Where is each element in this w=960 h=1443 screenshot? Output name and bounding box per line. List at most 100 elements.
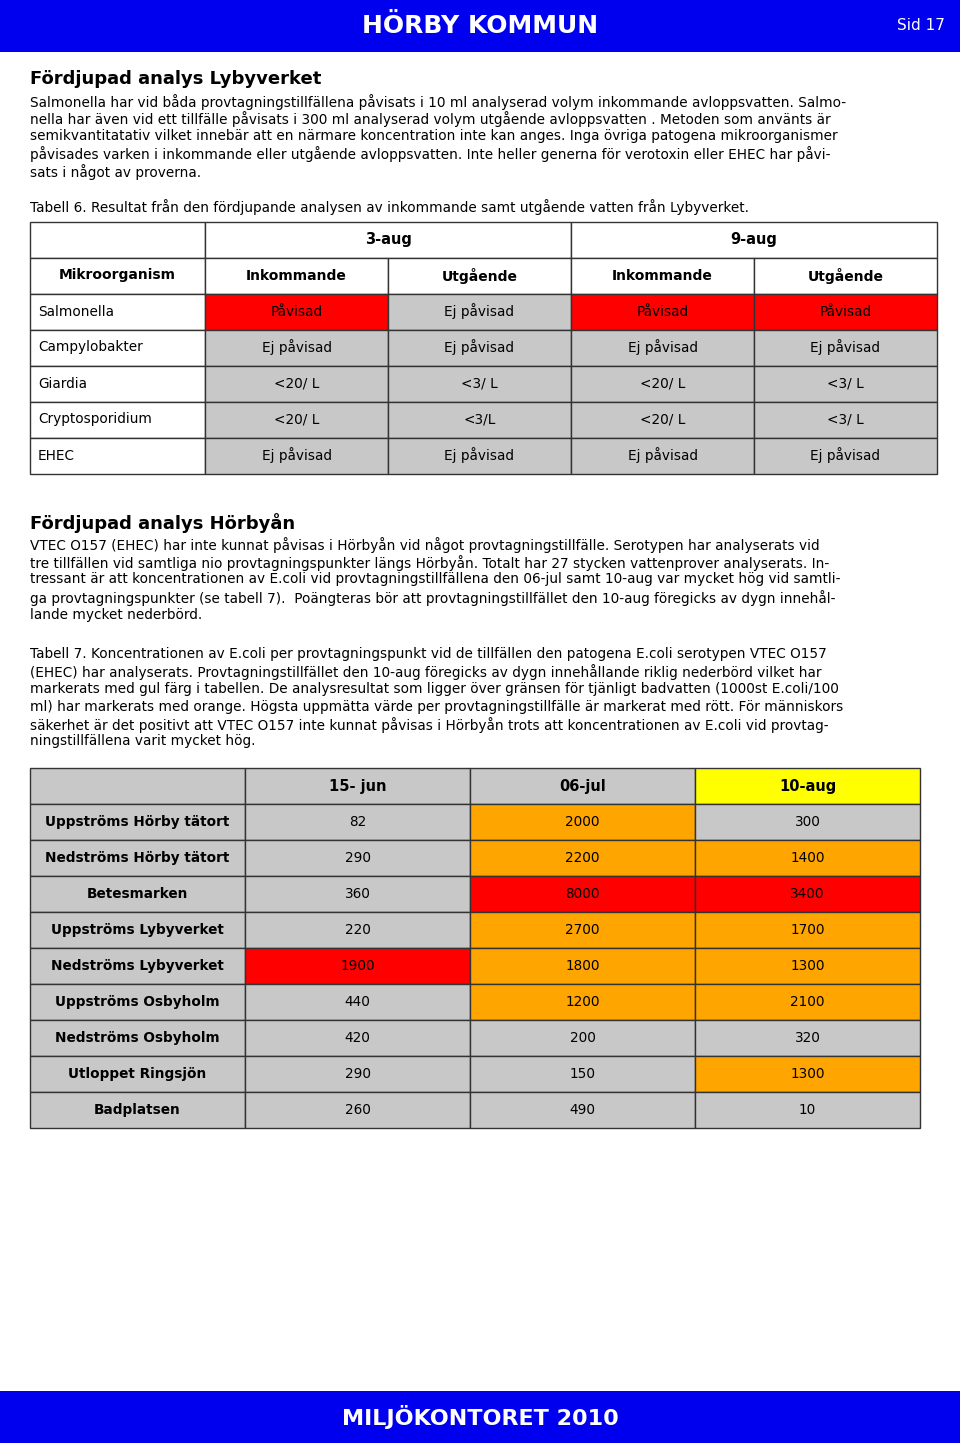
Text: säkerhet är det positivt att VTEC O157 inte kunnat påvisas i Hörbyån trots att k: säkerhet är det positivt att VTEC O157 i…	[30, 717, 828, 733]
Bar	[0, 1391, 960, 1443]
Text: 300: 300	[795, 815, 821, 828]
Text: 1700: 1700	[790, 924, 825, 937]
Text: Tabell 7. Koncentrationen av E.coli per provtagningspunkt vid de tillfällen den : Tabell 7. Koncentrationen av E.coli per …	[30, 646, 827, 661]
Text: påvisades varken i inkommande eller utgående avloppsvatten. Inte heller generna : påvisades varken i inkommande eller utgå…	[30, 147, 830, 163]
Text: Ej påvisad: Ej påvisad	[628, 447, 698, 463]
Text: 82: 82	[348, 815, 366, 828]
Bar	[470, 1092, 695, 1128]
Bar	[245, 876, 470, 912]
Text: 3-aug: 3-aug	[365, 232, 412, 247]
Bar	[754, 401, 937, 437]
Text: 420: 420	[345, 1030, 371, 1045]
Text: 220: 220	[345, 924, 371, 937]
Text: <3/ L: <3/ L	[461, 377, 498, 391]
Text: Inkommande: Inkommande	[612, 268, 713, 283]
Text: Salmonella: Salmonella	[38, 304, 114, 319]
Bar	[571, 329, 754, 365]
Text: ningstillfällena varit mycket hög.: ningstillfällena varit mycket hög.	[30, 734, 255, 749]
Bar	[470, 768, 695, 804]
Bar	[388, 257, 571, 293]
Text: HÖRBY KOMMUN: HÖRBY KOMMUN	[362, 14, 598, 38]
Text: ga provtagningspunkter (se tabell 7).  Poängteras bör att provtagningstillfället: ga provtagningspunkter (se tabell 7). Po…	[30, 590, 835, 606]
Text: 2000: 2000	[565, 815, 600, 828]
Text: <20/ L: <20/ L	[639, 377, 685, 391]
Text: Badplatsen: Badplatsen	[94, 1102, 180, 1117]
Bar	[245, 948, 470, 984]
Text: Tabell 6. Resultat från den fördjupande analysen av inkommande samt utgående vat: Tabell 6. Resultat från den fördjupande …	[30, 199, 749, 215]
Text: Påvisad: Påvisad	[636, 304, 688, 319]
Text: <20/ L: <20/ L	[274, 413, 319, 427]
Text: Nedströms Osbyholm: Nedströms Osbyholm	[55, 1030, 220, 1045]
Text: <20/ L: <20/ L	[274, 377, 319, 391]
Text: semikvantitatativ vilket innebär att en närmare koncentration inte kan anges. In: semikvantitatativ vilket innebär att en …	[30, 128, 838, 143]
Bar	[695, 1092, 920, 1128]
Bar	[30, 876, 245, 912]
Bar	[205, 329, 388, 365]
Text: Campylobakter: Campylobakter	[38, 341, 143, 355]
Bar	[30, 365, 205, 401]
Bar	[388, 401, 571, 437]
Text: Ej påvisad: Ej påvisad	[444, 339, 515, 355]
Text: Nedströms Hörby tätort: Nedströms Hörby tätort	[45, 851, 229, 864]
Bar	[754, 365, 937, 401]
Bar	[30, 437, 205, 473]
Bar	[245, 1020, 470, 1056]
Bar	[205, 437, 388, 473]
Bar	[245, 1056, 470, 1092]
Bar	[695, 840, 920, 876]
Text: <20/ L: <20/ L	[639, 413, 685, 427]
Bar	[470, 804, 695, 840]
Text: 490: 490	[569, 1102, 595, 1117]
Text: MILJÖKONTORET 2010: MILJÖKONTORET 2010	[342, 1405, 618, 1429]
Text: Ej påvisad: Ej påvisad	[628, 339, 698, 355]
Bar	[245, 840, 470, 876]
Text: 2100: 2100	[790, 996, 825, 1009]
Bar	[695, 768, 920, 804]
Bar	[205, 293, 388, 329]
Text: 15- jun: 15- jun	[328, 779, 386, 794]
Bar	[245, 768, 470, 804]
Bar	[30, 1056, 245, 1092]
Text: 360: 360	[345, 887, 371, 900]
Bar	[754, 329, 937, 365]
Bar	[754, 437, 937, 473]
Bar	[571, 365, 754, 401]
Bar	[205, 221, 571, 257]
Text: 3400: 3400	[790, 887, 825, 900]
Text: 2200: 2200	[565, 851, 600, 864]
Bar	[245, 1092, 470, 1128]
Text: 10: 10	[799, 1102, 816, 1117]
Bar	[30, 221, 205, 257]
Bar	[695, 984, 920, 1020]
Text: Giardia: Giardia	[38, 377, 87, 391]
Text: 1300: 1300	[790, 1066, 825, 1081]
Text: tre tillfällen vid samtliga nio provtagningspunkter längs Hörbyån. Totalt har 27: tre tillfällen vid samtliga nio provtagn…	[30, 556, 829, 571]
Bar	[30, 1092, 245, 1128]
Bar	[388, 329, 571, 365]
Text: 150: 150	[569, 1066, 595, 1081]
Text: Utloppet Ringsjön: Utloppet Ringsjön	[68, 1066, 206, 1081]
Text: 1800: 1800	[565, 960, 600, 973]
Bar	[470, 1056, 695, 1092]
Text: 06-jul: 06-jul	[559, 779, 606, 794]
Bar	[205, 401, 388, 437]
Text: (EHEC) har analyserats. Provtagningstillfället den 10-aug föregicks av dygn inne: (EHEC) har analyserats. Provtagningstill…	[30, 664, 822, 681]
Text: 1300: 1300	[790, 960, 825, 973]
Bar	[388, 437, 571, 473]
Text: 8000: 8000	[565, 887, 600, 900]
Text: Ej påvisad: Ej påvisad	[444, 447, 515, 463]
Text: 260: 260	[345, 1102, 371, 1117]
Text: <3/L: <3/L	[464, 413, 495, 427]
Text: ml) har markerats med orange. Högsta uppmätta värde per provtagningstillfälle är: ml) har markerats med orange. Högsta upp…	[30, 700, 843, 713]
Text: tressant är att koncentrationen av E.coli vid provtagningstillfällena den 06-jul: tressant är att koncentrationen av E.col…	[30, 573, 841, 586]
Bar	[695, 804, 920, 840]
Bar	[695, 912, 920, 948]
Text: markerats med gul färg i tabellen. De analysresultat som ligger över gränsen för: markerats med gul färg i tabellen. De an…	[30, 683, 839, 696]
Bar	[205, 365, 388, 401]
Text: 290: 290	[345, 1066, 371, 1081]
Bar	[30, 984, 245, 1020]
Text: Uppströms Lybyverket: Uppströms Lybyverket	[51, 924, 224, 937]
Text: Betesmarken: Betesmarken	[86, 887, 188, 900]
Bar	[205, 257, 388, 293]
Text: VTEC O157 (EHEC) har inte kunnat påvisas i Hörbyån vid något provtagningstillfäl: VTEC O157 (EHEC) har inte kunnat påvisas…	[30, 537, 820, 554]
